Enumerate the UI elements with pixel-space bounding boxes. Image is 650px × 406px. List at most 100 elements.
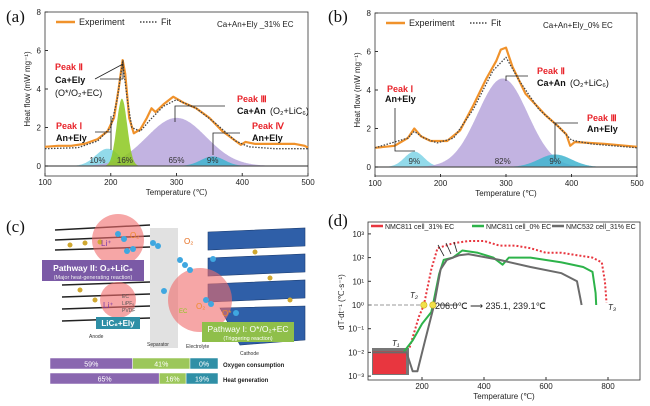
y-tick-label: 10⁻³ <box>348 372 364 381</box>
peak-share-label: 16% <box>117 156 133 165</box>
y-axis-label: dT·dt⁻¹ (℃·s⁻¹) <box>337 274 346 330</box>
onset-marker <box>420 301 428 309</box>
panel-c: (c) <box>6 214 306 385</box>
t3-label: T₃ <box>608 303 616 312</box>
peak-area <box>423 78 583 167</box>
annotation-arrows <box>94 60 240 155</box>
bar-segment-label: 19% <box>195 377 209 384</box>
bar-segment-label: 0% <box>199 362 209 369</box>
o2-label: O₂ <box>196 302 205 311</box>
peak-ii-reaction: Ca+An <box>537 78 566 88</box>
schematic-illustration: Li⁺ O₂ O₂ Li⁺ EC LiPF₆ PVDF EC O₂ O* Pat… <box>42 214 306 357</box>
series-lines <box>374 46 638 149</box>
plot-frame <box>367 221 641 381</box>
y-tick-label: 10² <box>352 254 364 263</box>
peak-ii-detail: (O₂+LiC₆) <box>570 78 609 88</box>
o-star-label: O* <box>222 309 231 318</box>
peak-iii-label: Peak Ⅲ <box>587 113 617 123</box>
legend-experiment: Experiment <box>79 17 125 27</box>
peak-area <box>382 151 446 167</box>
bar-segment-label: 65% <box>98 377 112 384</box>
y-tick-label: 6 <box>37 47 42 56</box>
onset-marker <box>429 301 437 309</box>
y-tick-label: 8 <box>37 8 42 17</box>
x-tick-label: 100 <box>38 178 52 187</box>
pathway2-box <box>42 260 144 281</box>
legend-label: NMC811 cell_0% EC <box>486 224 551 231</box>
peak-iv-reaction: An+Ely <box>252 133 283 143</box>
y-tick-label: 4 <box>37 85 42 94</box>
axes: 100 200 300 400 500 0 2 4 6 8 Temperature (℃) Heat … <box>23 8 315 197</box>
legend-label: NMC532 cell_31% EC <box>566 224 636 231</box>
panel-a: (a) 10% 65% 9% 16% 100 200 300 400 500 0 2 4 6 8 Temp… <box>6 7 315 197</box>
anode-reaction-label: LiC₆+Ely <box>101 319 135 328</box>
y-tick-label: 10⁰ <box>352 301 364 310</box>
y-tick-label: 0 <box>37 162 42 171</box>
peak-i-reaction: An+Ely <box>56 133 87 143</box>
anode-label: Anode <box>89 334 104 340</box>
peak-share-label: 10% <box>89 156 105 165</box>
reaction-zone-pathway1 <box>168 268 232 332</box>
arrows <box>437 241 458 306</box>
y-tick-label: 4 <box>367 86 372 95</box>
pathway1-subtitle: (Triggering reaction) <box>223 336 272 342</box>
reaction-zone-anode <box>100 282 136 318</box>
legend-label: NMC811 cell_31% EC <box>385 224 454 231</box>
pathway1-title: Pathway I: O*/O₂+EC <box>207 324 288 334</box>
noise-band-nmc811-31ec <box>373 351 406 374</box>
bar-segment-label: 59% <box>84 362 98 369</box>
x-tick-label: 400 <box>236 178 250 187</box>
lipf6-label: LiPF₆ <box>122 301 134 307</box>
bar-segment <box>189 357 219 370</box>
legend-experiment: Experiment <box>409 18 455 28</box>
peak-i-reaction: An+Ely <box>385 94 416 104</box>
panel-d-tag: (d) <box>328 211 348 230</box>
x-axis-label: Temperature (℃) <box>473 392 535 401</box>
bar-segment-label: 16% <box>166 377 180 384</box>
cathode-label: Cathode <box>240 351 259 357</box>
x-tick-label: 200 <box>434 179 448 188</box>
percentage-bars: 59% 41% 0% 65% 16% 19% <box>49 357 219 385</box>
bar-label-oxygen: Oxygen consumption <box>223 363 285 369</box>
series-fit <box>44 61 308 150</box>
annotation-arrows <box>394 75 578 158</box>
ec-label: EC <box>179 309 188 315</box>
legend-fit: Fit <box>161 17 171 27</box>
x-tick-label: 200 <box>104 178 118 187</box>
legend-fit: Fit <box>491 18 501 28</box>
y-axis-label: Heat flow (mW mg⁻¹) <box>23 51 32 127</box>
y-tick-label: 0 <box>367 163 372 172</box>
y-tick-label: 6 <box>367 48 372 57</box>
x-tick-label: 800 <box>601 382 615 391</box>
x-tick-label: 300 <box>170 178 184 187</box>
x-tick-label: 500 <box>630 179 644 188</box>
peak-share-label: 9% <box>207 156 219 165</box>
axes: 100 200 300 400 500 0 2 4 6 8 Temperature (℃) Heat … <box>353 9 644 198</box>
y-tick-label: 2 <box>367 125 372 134</box>
x-tick-label: 200 <box>415 382 429 391</box>
x-axis-label: Temperature (℃) <box>146 188 208 197</box>
peak-i-label: Peak Ⅰ <box>387 84 413 94</box>
peak-iii-detail: (O₂+LiC₆) <box>270 106 309 116</box>
y-tick-label: 10¹ <box>352 277 364 286</box>
bar-label-heat: Heat generation <box>223 378 269 384</box>
x-tick-label: 600 <box>539 382 553 391</box>
peak-areas: 10% 65% 9% 16% <box>45 98 308 167</box>
sample-label: Ca+An+Ely_0% EC <box>543 21 613 30</box>
legend: NMC811 cell_31% EC NMC811 cell_0% EC NMC53… <box>371 224 636 231</box>
peak-iii-label: Peak Ⅲ <box>237 94 267 104</box>
y-axis-label: Heat flow (mW mg⁻¹) <box>353 52 362 128</box>
x-tick-label: 500 <box>301 178 315 187</box>
x-tick-label: 100 <box>368 179 382 188</box>
pathway2-subtitle: (Major heat-generating reaction) <box>54 275 133 281</box>
peak-share-label: 9% <box>549 157 561 166</box>
peak-area <box>174 156 251 166</box>
peak-ii-label: Peak Ⅱ <box>537 66 565 76</box>
series-lines <box>44 59 309 150</box>
ec-label: EC <box>122 294 129 300</box>
peak-ii-detail: (O*/O₂+EC) <box>55 88 102 98</box>
peak-i-label: Peak Ⅰ <box>56 121 82 131</box>
pathway1-box <box>202 322 294 342</box>
y-tick-label: 2 <box>37 124 42 133</box>
